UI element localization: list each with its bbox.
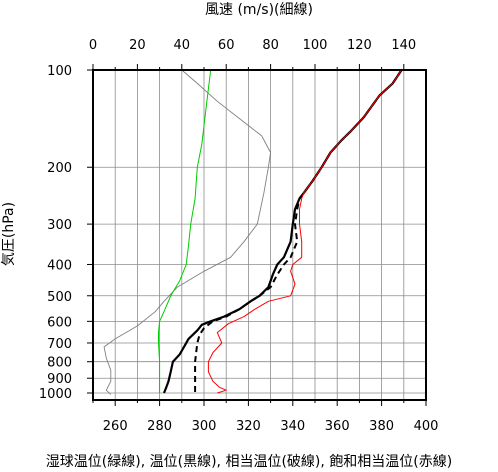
pressure-tick-label-100: 100: [47, 64, 72, 79]
pressure-tick-label-700: 700: [47, 337, 72, 352]
pressure-tick-label-200: 200: [47, 161, 72, 176]
pressure-tick-label-1000: 1000: [39, 387, 72, 402]
series-group: [103, 69, 403, 395]
bottom-tick-label-280: 280: [147, 419, 172, 434]
top-tick-label-60: 60: [218, 38, 235, 53]
bottom-tick-label-300: 300: [192, 419, 217, 434]
top-tick-label-120: 120: [347, 38, 372, 53]
top-axis-ticks: 0 20 40 60 80 100 120 140: [89, 38, 416, 70]
bottom-axis-title: 湿球温位(緑線), 温位(黒線), 相当温位(破線), 飽和相当温位(赤線): [46, 453, 452, 470]
top-tick-label-40: 40: [174, 38, 191, 53]
bottom-tick-label-260: 260: [103, 419, 128, 434]
pressure-tick-label-600: 600: [47, 315, 72, 330]
top-tick-label-20: 20: [129, 38, 146, 53]
pressure-axis-title: 気圧(hPa): [1, 202, 17, 266]
series-equiv_theta: [194, 69, 403, 393]
pressure-tick-label-800: 800: [47, 356, 72, 371]
pressure-tick-label-300: 300: [47, 218, 72, 233]
top-axis-title: 風速 (m/s)(細線): [205, 2, 313, 18]
top-tick-label-80: 80: [262, 38, 279, 53]
series-theta: [162, 69, 403, 394]
bottom-tick-label-380: 380: [369, 419, 394, 434]
bottom-tick-label-400: 400: [414, 419, 439, 434]
bottom-tick-label-320: 320: [236, 419, 261, 434]
grid: [93, 69, 426, 400]
bottom-tick-label-340: 340: [280, 419, 305, 434]
top-tick-label-100: 100: [303, 38, 328, 53]
pressure-tick-label-400: 400: [47, 258, 72, 273]
series-wet_bulb_theta: [158, 69, 212, 393]
top-tick-label-140: 140: [391, 38, 416, 53]
bottom-tick-label-360: 360: [325, 419, 350, 434]
plot-frame: [92, 69, 427, 401]
bottom-axis-ticks: 260 280 300 320 340 360 380 400: [92, 400, 439, 434]
series-sat_equiv_theta: [207, 69, 403, 394]
pressure-tick-label-900: 900: [47, 372, 72, 387]
series-wind: [103, 69, 272, 395]
pressure-tick-label-500: 500: [47, 290, 72, 305]
top-tick-label-0: 0: [89, 38, 97, 53]
